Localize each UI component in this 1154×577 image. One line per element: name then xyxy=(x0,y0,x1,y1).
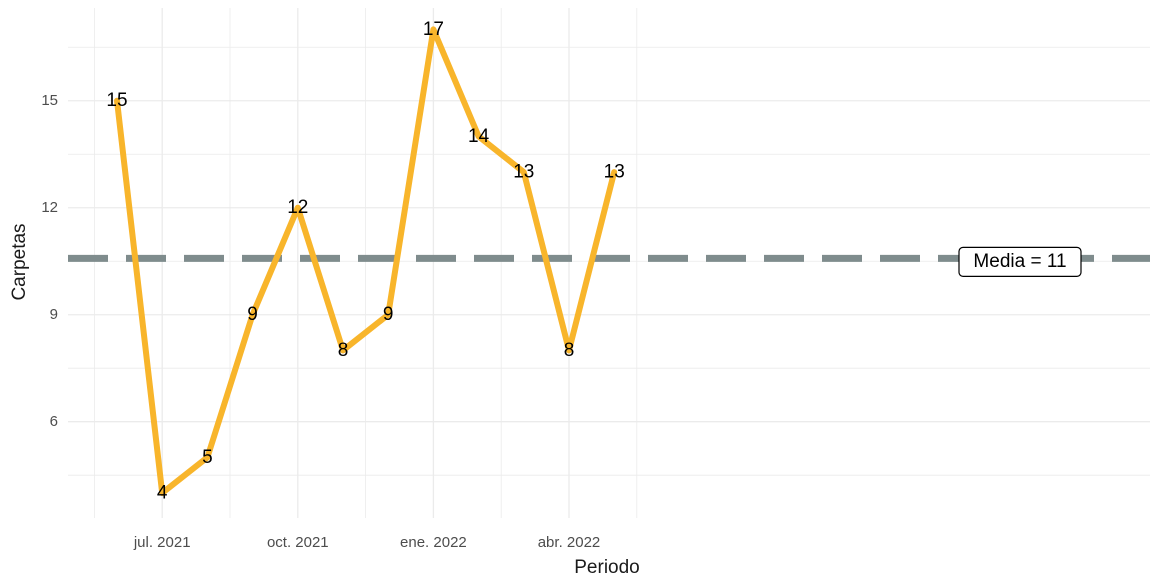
x-tick-label: abr. 2022 xyxy=(538,534,601,551)
data-label: 9 xyxy=(247,304,258,325)
data-label: 17 xyxy=(423,19,444,40)
x-tick-label: oct. 2021 xyxy=(267,534,329,551)
x-axis-title: Periodo xyxy=(574,557,640,577)
data-label: 14 xyxy=(468,126,490,147)
mean-annotation-box xyxy=(958,246,1082,277)
data-label: 13 xyxy=(513,162,534,183)
data-label: 8 xyxy=(338,340,349,361)
x-tick-label: ene. 2022 xyxy=(400,534,467,551)
data-label: 13 xyxy=(604,162,625,183)
series-line xyxy=(114,26,618,496)
y-tick-label: 12 xyxy=(41,199,58,216)
mean-annotation: Media = 11 xyxy=(958,246,1082,277)
y-axis-title: Carpetas xyxy=(9,223,30,300)
data-label: 9 xyxy=(383,304,394,325)
y-tick-label: 15 xyxy=(41,92,58,109)
y-axis-ticks: 6 9 12 15 xyxy=(41,92,58,430)
mean-annotation-label: Media = 11 xyxy=(973,251,1066,272)
data-label: 5 xyxy=(202,447,213,468)
data-label: 4 xyxy=(157,483,168,504)
data-labels: 15 4 5 9 12 8 9 17 14 13 8 13 xyxy=(106,19,624,504)
x-axis-ticks: jul. 2021 oct. 2021 ene. 2022 abr. 2022 xyxy=(133,534,600,551)
y-tick-label: 6 xyxy=(50,413,58,430)
data-label: 15 xyxy=(106,90,127,111)
x-tick-label: jul. 2021 xyxy=(133,534,191,551)
y-tick-label: 9 xyxy=(50,306,58,323)
data-label: 12 xyxy=(287,197,308,218)
grid xyxy=(68,8,1150,518)
data-label: 8 xyxy=(564,340,575,361)
